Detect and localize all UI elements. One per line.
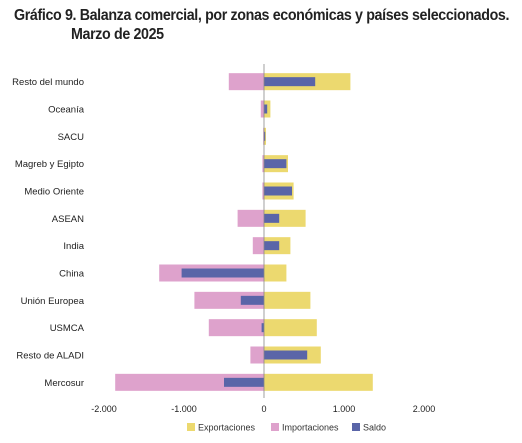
bar-saldo-sacu (264, 131, 266, 141)
x-tick-label: 0 (261, 404, 266, 414)
bar-saldo-magreb-y-egipto (264, 159, 287, 169)
bar-saldo-china (181, 268, 264, 278)
x-tick-label: -1.000 (171, 404, 197, 414)
category-label-magreb-y-egipto: Magreb y Egipto (15, 159, 84, 170)
bar-saldo-india (264, 241, 280, 251)
legend-label-importaciones: Importaciones (282, 423, 339, 433)
category-label-union-europea: Unión Europea (21, 296, 85, 307)
category-label-medio-oriente: Medio Oriente (24, 187, 84, 198)
chart-title: Gráfico 9. Balanza comercial, por zonas … (14, 6, 509, 44)
bar-exportaciones-union-europea (264, 291, 311, 309)
legend-label-exportaciones: Exportaciones (198, 423, 256, 433)
category-label-india: India (63, 241, 84, 252)
chart-title-line1: Gráfico 9. Balanza comercial, por zonas … (14, 7, 510, 24)
category-label-asean: ASEAN (52, 214, 84, 225)
category-label-sacu: SACU (58, 132, 85, 143)
category-label-mercosur: Mercosur (44, 378, 84, 389)
x-tick-label: 2.000 (413, 404, 436, 414)
bar-importaciones-resto-de-aladi (250, 346, 264, 364)
bar-saldo-mercosur (224, 377, 264, 387)
bar-importaciones-india (252, 237, 264, 255)
category-label-oceania: Oceanía (48, 105, 85, 116)
bar-saldo-usmca (261, 323, 264, 333)
bar-exportaciones-china (264, 264, 287, 282)
bar-saldo-oceania (264, 104, 268, 114)
legend-label-saldo: Saldo (363, 423, 386, 433)
bar-importaciones-magreb-y-egipto (262, 155, 264, 173)
category-label-usmca: USMCA (50, 323, 85, 334)
bar-saldo-medio-oriente (264, 186, 292, 196)
bar-importaciones-medio-oriente (262, 182, 264, 200)
bar-saldo-asean (264, 213, 280, 223)
bar-saldo-resto-del-mundo (264, 77, 316, 87)
bar-exportaciones-mercosur (264, 373, 373, 391)
bar-exportaciones-usmca (264, 319, 317, 337)
bar-importaciones-usmca (208, 319, 264, 337)
category-label-resto-del-mundo: Resto del mundo (12, 77, 84, 88)
bar-importaciones-asean (237, 209, 264, 227)
x-tick-label: -2.000 (91, 404, 117, 414)
bar-importaciones-oceania (260, 100, 264, 118)
category-label-resto-de-aladi: Resto de ALADI (16, 351, 84, 362)
bar-importaciones-resto-del-mundo (228, 73, 264, 91)
legend-swatch-exportaciones (187, 423, 195, 431)
legend-swatch-importaciones (271, 423, 279, 431)
legend-swatch-saldo (352, 423, 360, 431)
bar-saldo-resto-de-aladi (264, 350, 308, 360)
chart-title-line2: Marzo de 2025 (71, 26, 164, 43)
category-label-china: China (59, 269, 85, 280)
bar-saldo-union-europea (240, 295, 264, 305)
x-tick-label: 1.000 (333, 404, 356, 414)
